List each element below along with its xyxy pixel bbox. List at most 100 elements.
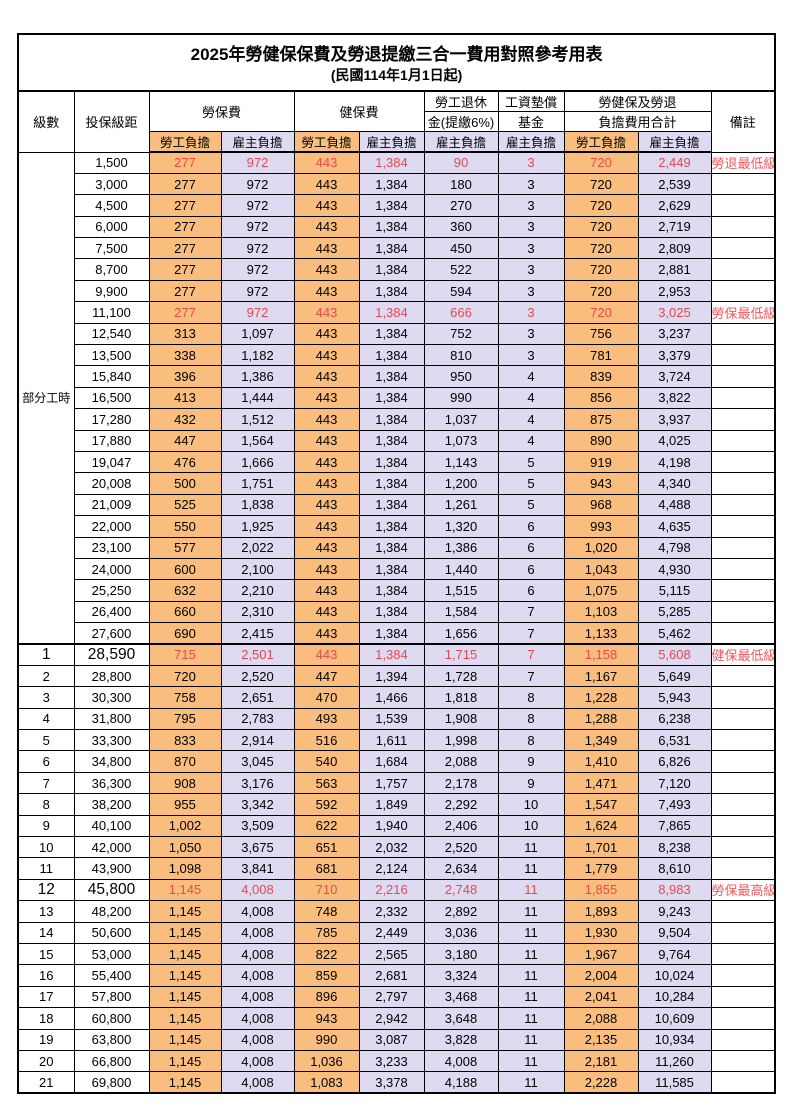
- cell-value: 11: [497, 857, 565, 880]
- cell-value: 277: [148, 279, 222, 303]
- cell-value: 1,145: [148, 1071, 222, 1094]
- cell-value: 1,751: [220, 472, 295, 495]
- cell-value: 651: [293, 835, 360, 859]
- cell-value: 1,849: [358, 793, 425, 816]
- cell-remark: 勞退最低級距: [710, 151, 776, 174]
- cell-value: 1,838: [220, 493, 295, 517]
- cell-insured-bracket: 43,900: [73, 857, 150, 880]
- header-row-3: 勞工負擔 雇主負擔 勞工負擔 雇主負擔 雇主負擔 雇主負擔 勞工負擔 雇主負擔: [18, 131, 775, 153]
- cell-value: 5: [497, 450, 565, 474]
- cell-remark: [710, 472, 776, 495]
- cell-value: 11: [497, 964, 565, 987]
- cell-value: 859: [293, 964, 360, 987]
- cell-value: 870: [148, 750, 222, 773]
- col-header-level: 級數: [17, 90, 75, 153]
- cell-value: 2,449: [358, 921, 425, 944]
- cell-value: 1,701: [563, 835, 639, 859]
- cell-insured-bracket: 40,100: [73, 814, 150, 838]
- cell-value: 4,008: [220, 964, 295, 987]
- cell-value: 1,384: [358, 151, 425, 174]
- cell-value: 1,050: [148, 835, 222, 859]
- cell-value: 338: [148, 344, 222, 367]
- cell-value: 396: [148, 365, 222, 388]
- table-row: 12 45,800 1,145 4,008 710 2,216 2,748 11 1,855 8,…: [17, 878, 776, 902]
- cell-value: 1,288: [563, 707, 639, 731]
- cell-insured-bracket: 24,000: [73, 557, 150, 581]
- cell-value: 1,384: [358, 472, 425, 495]
- cell-value: 993: [563, 515, 639, 538]
- cell-value: 1,384: [358, 536, 425, 559]
- cell-remark: 勞保最低級距: [710, 301, 776, 324]
- cell-value: 4,008: [220, 878, 295, 902]
- cell-value: 3,378: [358, 1071, 425, 1094]
- cell-value: 2,415: [220, 622, 295, 645]
- cell-remark: [710, 365, 776, 388]
- cell-value: 500: [148, 472, 222, 495]
- cell-value: 11,585: [637, 1071, 712, 1094]
- cell-remark: [710, 814, 776, 838]
- cell-insured-bracket: 20,008: [73, 472, 150, 495]
- cell-value: 11: [497, 1007, 565, 1030]
- cell-insured-bracket: 6,000: [73, 215, 150, 239]
- cell-value: 781: [563, 344, 639, 367]
- cell-value: 11,260: [637, 1049, 712, 1073]
- cell-remark: [710, 408, 776, 431]
- cell-value: 2,100: [220, 557, 295, 581]
- cell-value: 443: [293, 279, 360, 303]
- cell-remark: [710, 536, 776, 559]
- cell-value: 990: [423, 386, 499, 410]
- cell-value: 3,379: [637, 344, 712, 367]
- cell-value: 4: [497, 408, 565, 431]
- subheader-labor-employer: 雇主負擔: [220, 131, 295, 153]
- cell-remark: [710, 985, 776, 1009]
- cell-value: 10,609: [637, 1007, 712, 1030]
- cell-value: 950: [423, 365, 499, 388]
- cell-value: 1,384: [358, 429, 425, 452]
- cell-remark: [710, 322, 776, 346]
- cell-value: 1,471: [563, 771, 639, 795]
- cell-insured-bracket: 3,000: [73, 172, 150, 196]
- cell-value: 277: [148, 172, 222, 196]
- cell-value: 443: [293, 344, 360, 367]
- cell-value: 785: [293, 921, 360, 944]
- cell-value: 443: [293, 450, 360, 474]
- cell-value: 875: [563, 408, 639, 431]
- cell-value: 2,135: [563, 1028, 639, 1051]
- cell-value: 443: [293, 622, 360, 645]
- cell-value: 2,406: [423, 814, 499, 838]
- cell-value: 6,238: [637, 707, 712, 731]
- cell-value: 7,865: [637, 814, 712, 838]
- cell-value: 1,818: [423, 686, 499, 709]
- cell-level: 9: [17, 814, 75, 838]
- cell-value: 1,228: [563, 686, 639, 709]
- cell-value: 1,384: [358, 322, 425, 346]
- cell-value: 1,349: [563, 729, 639, 752]
- cell-value: 4,008: [220, 1071, 295, 1094]
- cell-value: 972: [220, 215, 295, 239]
- table-row: 17,280 432 1,512 443 1,384 1,037 4 875 3,937: [18, 408, 776, 431]
- cell-value: 443: [293, 536, 360, 559]
- table-row: 17,880 447 1,564 443 1,384 1,073 4 890 4,025: [18, 429, 776, 452]
- cell-level: 2: [17, 664, 75, 688]
- cell-value: 8,983: [637, 878, 712, 902]
- cell-value: 1,083: [293, 1071, 360, 1094]
- cell-value: 277: [148, 194, 222, 217]
- cell-value: 720: [563, 215, 639, 239]
- cell-value: 3: [497, 194, 565, 217]
- subheader-wage-fund-employer: 雇主負擔: [497, 131, 565, 153]
- cell-value: 3,675: [220, 835, 295, 859]
- cell-value: 450: [423, 237, 499, 260]
- cell-value: 3,828: [423, 1028, 499, 1051]
- cell-value: 8,238: [637, 835, 712, 859]
- cell-value: 3: [497, 151, 565, 174]
- title-cell: 2025年勞健保保費及勞退提繳三合一費用對照參考用表 (民國114年1月1日起): [17, 33, 776, 92]
- cell-value: 758: [148, 686, 222, 709]
- table-row: 19,047 476 1,666 443 1,384 1,143 5 919 4,198: [18, 450, 776, 474]
- cell-value: 443: [293, 194, 360, 217]
- cell-insured-bracket: 34,800: [73, 750, 150, 773]
- cell-insured-bracket: 42,000: [73, 835, 150, 859]
- cell-value: 5,649: [637, 664, 712, 688]
- cell-value: 972: [220, 172, 295, 196]
- cell-value: 795: [148, 707, 222, 731]
